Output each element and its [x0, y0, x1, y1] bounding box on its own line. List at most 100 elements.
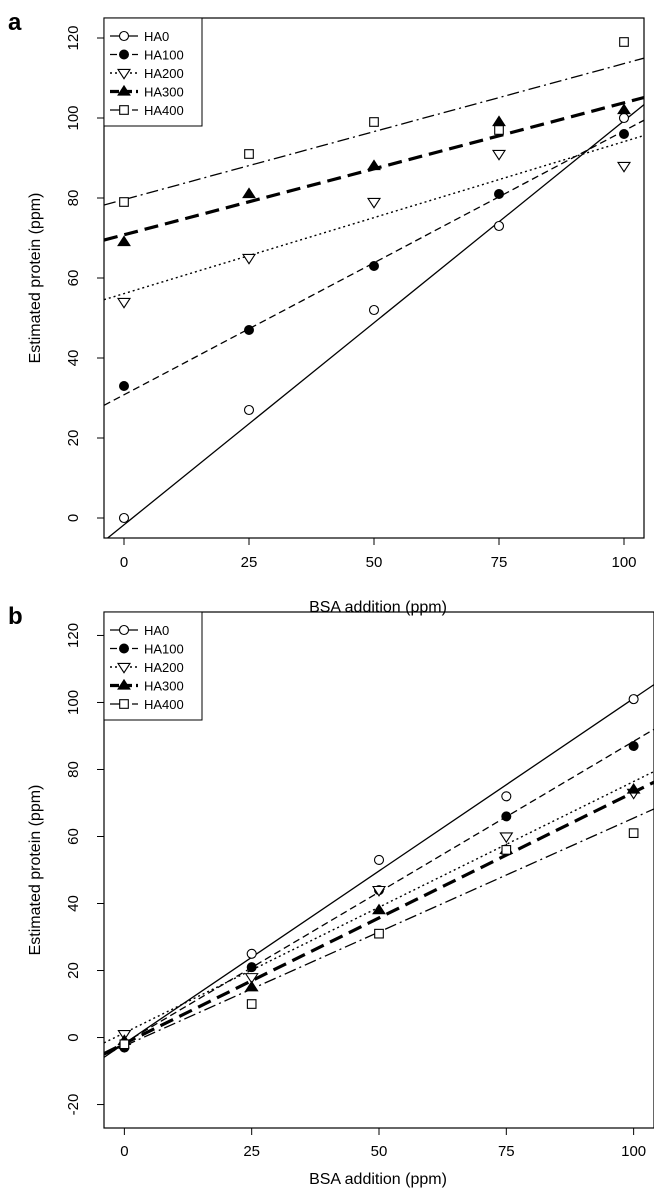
- point-ha400: [244, 149, 254, 159]
- x-tick-label: 50: [371, 1143, 388, 1160]
- point-ha100: [119, 381, 129, 391]
- legend-marker: [119, 699, 129, 709]
- legend-label: HA100: [144, 48, 184, 63]
- legend-marker: [116, 68, 132, 80]
- y-axis-title: Estimated protein (ppm): [27, 193, 44, 364]
- point-ha400: [246, 999, 257, 1009]
- x-axis-title: BSA addition (ppm): [309, 1171, 447, 1188]
- point-ha100: [244, 325, 254, 335]
- legend: HA0 HA100 HA200 HA300 HA400: [103, 611, 203, 721]
- point-ha400: [119, 197, 129, 207]
- legend: HA0 HA100 HA200 HA300 HA400: [103, 17, 203, 127]
- y-tick-label: 40: [65, 895, 82, 912]
- fit-line-ha400: [104, 57, 644, 206]
- point-ha100: [628, 741, 639, 752]
- y-tick-label: 60: [65, 270, 82, 287]
- y-tick-label: 0: [65, 514, 82, 522]
- point-ha0: [628, 694, 639, 705]
- point-ha300: [117, 235, 131, 247]
- point-ha300: [367, 159, 381, 171]
- point-ha400: [494, 125, 504, 135]
- y-tick-label: 20: [65, 430, 82, 447]
- legend-label: HA100: [144, 642, 184, 657]
- x-tick-label: 100: [621, 1143, 646, 1160]
- legend-label: HA400: [144, 103, 184, 118]
- legend-label: HA200: [144, 66, 184, 81]
- point-ha400: [619, 37, 629, 47]
- point-ha200: [499, 832, 514, 844]
- point-ha200: [616, 161, 632, 173]
- fit-line-ha100: [104, 119, 644, 406]
- point-ha100: [246, 962, 257, 973]
- y-tick-label: 20: [65, 962, 82, 979]
- panel-letter: b: [8, 603, 23, 630]
- legend-marker: [119, 643, 129, 654]
- point-ha100: [501, 811, 512, 822]
- point-ha200: [491, 149, 507, 161]
- y-tick-label: 120: [65, 25, 82, 50]
- point-ha0: [246, 948, 257, 959]
- y-tick-label: 80: [65, 190, 82, 207]
- point-ha400: [374, 928, 384, 939]
- point-ha400: [501, 845, 512, 855]
- fit-line-ha0: [106, 104, 644, 538]
- y-tick-label: -20: [65, 1094, 82, 1116]
- point-ha300: [372, 903, 386, 915]
- legend-marker: [119, 105, 129, 115]
- point-ha0: [373, 854, 385, 865]
- fit-line-ha300: [104, 780, 654, 1056]
- x-tick-label: 0: [120, 554, 128, 571]
- fit-lines: [104, 57, 644, 538]
- point-ha100: [369, 261, 379, 271]
- x-tick-label: 0: [120, 1143, 128, 1160]
- point-ha400: [628, 828, 639, 838]
- legend-marker: [119, 49, 129, 60]
- point-ha200: [244, 973, 259, 984]
- y-axis-title: Estimated protein (ppm): [27, 785, 44, 956]
- point-ha400: [119, 1039, 130, 1050]
- point-ha0: [493, 220, 505, 232]
- legend-label: HA300: [144, 679, 184, 694]
- legend-marker: [116, 662, 132, 674]
- legend-label: HA400: [144, 697, 184, 712]
- point-ha100: [494, 189, 504, 199]
- y-tick-label: 40: [65, 350, 82, 367]
- legend-marker: [118, 624, 130, 636]
- point-ha0: [368, 304, 380, 316]
- legend-label: HA0: [144, 29, 169, 44]
- y-tick-label: 120: [65, 623, 82, 648]
- y-tick-label: 0: [65, 1033, 82, 1041]
- point-ha0: [243, 404, 255, 416]
- x-tick-label: 75: [491, 554, 508, 571]
- point-ha300: [492, 115, 506, 127]
- point-ha0: [118, 512, 130, 524]
- panel-letter: a: [8, 9, 22, 36]
- x-axis-title: BSA addition (ppm): [309, 599, 447, 616]
- point-ha100: [619, 129, 629, 139]
- fit-line-ha200: [104, 134, 644, 301]
- x-tick-label: 25: [243, 1143, 260, 1160]
- y-tick-label: 100: [65, 105, 82, 130]
- point-ha200: [116, 297, 132, 309]
- fit-line-ha0: [104, 684, 654, 1058]
- data-points: [117, 694, 641, 1053]
- point-ha200: [366, 197, 382, 209]
- legend-label: HA200: [144, 660, 184, 675]
- legend-label: HA300: [144, 85, 184, 100]
- legend-marker: [118, 30, 130, 42]
- y-tick-label: 80: [65, 761, 82, 778]
- point-ha300: [617, 103, 631, 115]
- point-ha200: [241, 253, 257, 265]
- panel-b: b 0 25 50 75 100 -20 0 20 40 60 80 100 120 BSA additio…: [8, 603, 654, 1188]
- y-tick-label: 60: [65, 828, 82, 845]
- legend-label: HA0: [144, 623, 169, 638]
- point-ha300: [626, 782, 641, 794]
- x-tick-label: 100: [611, 554, 636, 571]
- legend-marker: [117, 678, 131, 690]
- point-ha200: [371, 885, 387, 897]
- fit-lines: [104, 684, 654, 1058]
- point-ha0: [501, 791, 512, 802]
- legend-marker: [117, 84, 131, 96]
- point-ha300: [244, 980, 259, 992]
